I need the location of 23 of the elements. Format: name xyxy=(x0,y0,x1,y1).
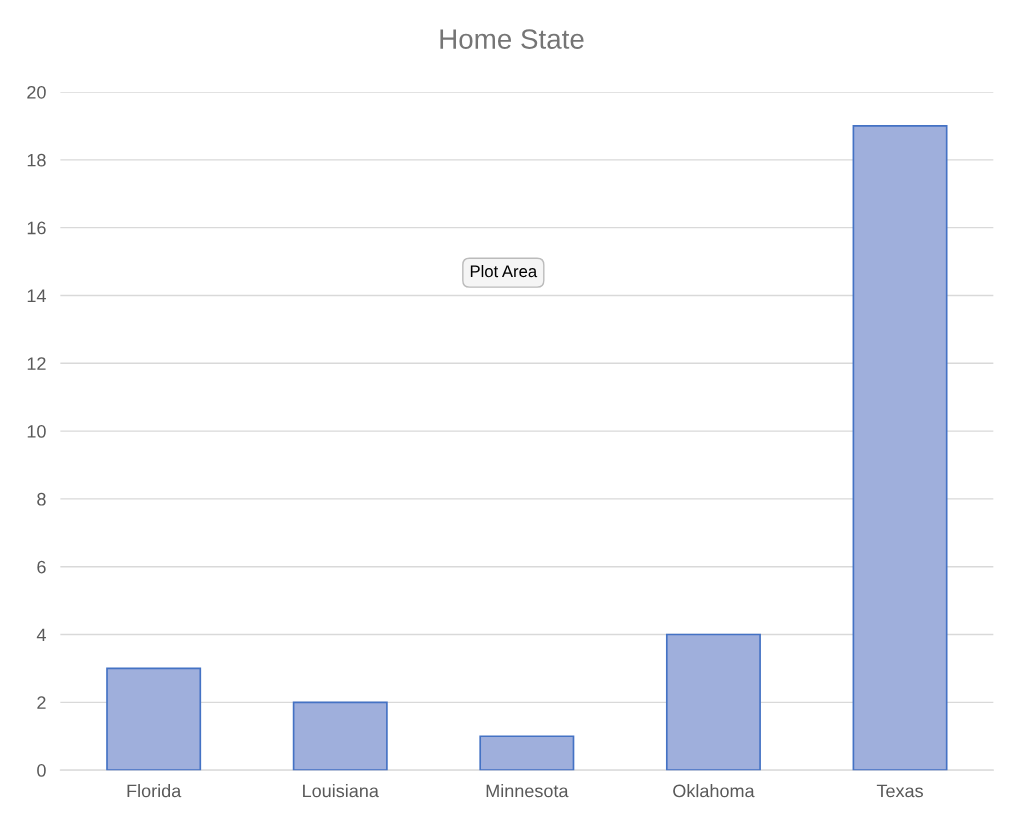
bar xyxy=(852,125,948,771)
y-tick-label: 10 xyxy=(27,425,46,438)
y-tick-label: 12 xyxy=(27,357,46,370)
y-tick-label: 6 xyxy=(37,560,46,574)
x-tick-label: Minnesota xyxy=(486,784,569,798)
bar xyxy=(665,633,761,771)
y-tick-label: 16 xyxy=(27,221,46,235)
bar xyxy=(292,701,388,771)
y-tick-label: 4 xyxy=(36,628,46,642)
x-tick-label: Florida xyxy=(127,784,182,798)
bar xyxy=(479,735,575,771)
y-tick-label: 8 xyxy=(37,492,46,506)
x-tick-label: Texas xyxy=(876,784,923,798)
y-tick-label: 0 xyxy=(37,764,46,777)
y-tick-label: 14 xyxy=(27,289,46,302)
annotation: Plot Area xyxy=(470,264,538,278)
y-tick-label: 2 xyxy=(37,696,46,709)
bar xyxy=(106,667,202,771)
x-tick-label: Oklahoma xyxy=(673,784,755,798)
y-tick-label: 18 xyxy=(27,153,46,167)
x-tick-label: Louisiana xyxy=(303,784,379,798)
y-tick-label: 20 xyxy=(27,85,46,99)
chart-title: Home State xyxy=(440,29,584,49)
